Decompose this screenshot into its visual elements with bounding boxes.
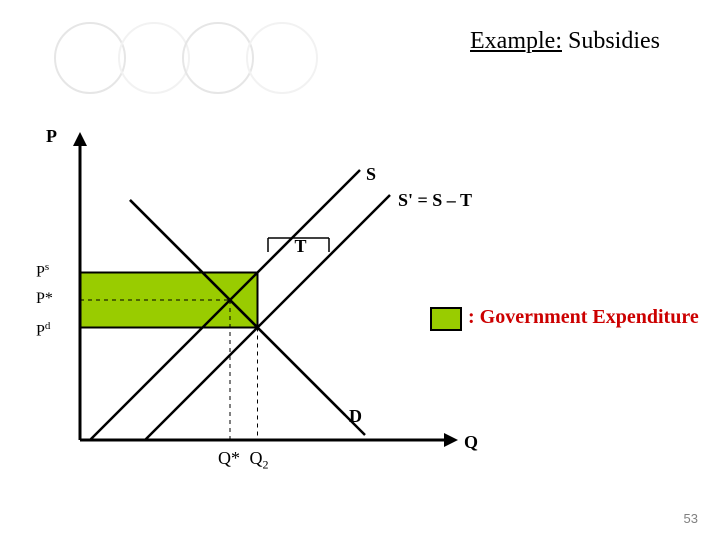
pd-label: Pd [36, 320, 50, 340]
supply-prime-label: S' = S – T [398, 190, 472, 211]
legend-swatch [430, 307, 462, 331]
supply-label: S [366, 164, 376, 185]
y-axis-label: P [46, 126, 57, 147]
page-number: 53 [684, 511, 698, 526]
title-prefix: Example: [470, 28, 562, 54]
q2-label: Q2 [250, 448, 269, 473]
decor-circles [50, 18, 350, 98]
ps-label: Ps [36, 261, 49, 281]
demand-label: D [349, 406, 362, 427]
t-label: T [295, 236, 307, 257]
subsidy-chart: P S S' = S – T T D Q Q* Q2 Ps P* Pd [40, 130, 460, 495]
q-axis-label: Q [464, 432, 478, 453]
pstar-label: P* [36, 290, 53, 308]
q-star-label: Q* [218, 448, 240, 469]
title-suffix: Subsidies [562, 28, 660, 54]
legend-text: : Government Expenditure [468, 306, 699, 329]
slide-title: Example: Subsidies [470, 28, 660, 55]
